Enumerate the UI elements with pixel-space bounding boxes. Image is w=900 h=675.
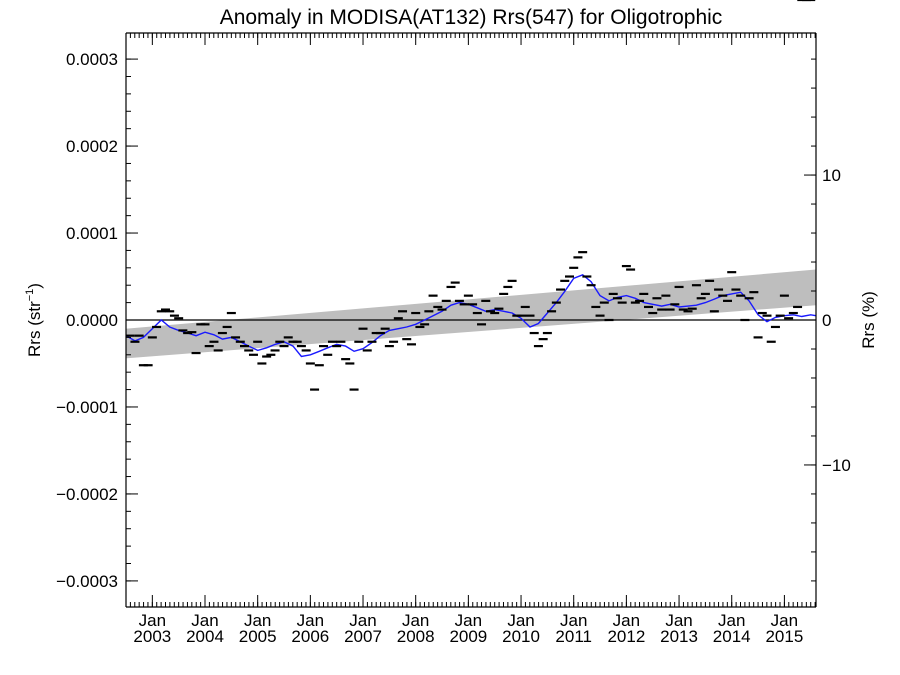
x-tick-label-month: Jan [349, 611, 376, 630]
trend-band [126, 269, 816, 359]
y2-tick-label: 0 [822, 311, 831, 330]
x-tick-label-year: 2009 [449, 627, 487, 646]
y-tick-label: 0.0002 [66, 137, 118, 156]
chart-title: Anomaly in MODISA(AT132) Rrs(547) for Ol… [220, 6, 723, 29]
x-tick-label-year: 2013 [660, 627, 698, 646]
x-tick-label-year: 2010 [502, 627, 540, 646]
x-tick-label-month: Jan [560, 611, 587, 630]
x-tick-label-year: 2006 [291, 627, 329, 646]
y-axis-label-right: Rrs (%) [859, 291, 878, 349]
x-tick-label-month: Jan [507, 611, 534, 630]
y-tick-label: 0.0001 [66, 224, 118, 243]
y-tick-label: −0.0001 [56, 398, 118, 417]
y-tick-label: −0.0003 [56, 572, 118, 591]
x-tick-label-month: Jan [139, 611, 166, 630]
y-tick-label: −0.0002 [56, 485, 118, 504]
x-tick-label-month: Jan [665, 611, 692, 630]
y2-tick-label: −10 [822, 456, 851, 475]
x-tick-label-year: 2007 [344, 627, 382, 646]
x-tick-label-month: Jan [244, 611, 271, 630]
y-tick-label: 0.0003 [66, 50, 118, 69]
axes: 0.0003 0.0002 0.0001 0.0000 −0.0001 −0.0002 −0… [56, 32, 851, 646]
y2-tick-label: 10 [822, 166, 841, 185]
x-tick-label-month: Jan [771, 611, 798, 630]
y-axis-label-left: Rrs (str−1) [24, 283, 44, 357]
plot-area [125, 0, 817, 391]
x-tick-label-year: 2011 [555, 627, 592, 646]
x-tick-label-year: 2003 [133, 627, 171, 646]
x-tick-label-year: 2005 [239, 627, 277, 646]
x-tick-label-year: 2012 [607, 627, 645, 646]
x-tick-label-month: Jan [402, 611, 429, 630]
x-tick-label-month: Jan [191, 611, 218, 630]
x-tick-label-year: 2015 [765, 627, 803, 646]
x-tick-label-year: 2014 [713, 627, 751, 646]
x-tick-label-month: Jan [613, 611, 640, 630]
x-tick-label-month: Jan [718, 611, 745, 630]
x-tick-label-month: Jan [297, 611, 324, 630]
x-tick-label-year: 2008 [397, 627, 435, 646]
x-tick-label-year: 2004 [186, 627, 224, 646]
y-tick-label: 0.0000 [66, 311, 118, 330]
y-axis-label-left-superscript: −1 [24, 289, 36, 302]
x-tick-label-month: Jan [455, 611, 482, 630]
